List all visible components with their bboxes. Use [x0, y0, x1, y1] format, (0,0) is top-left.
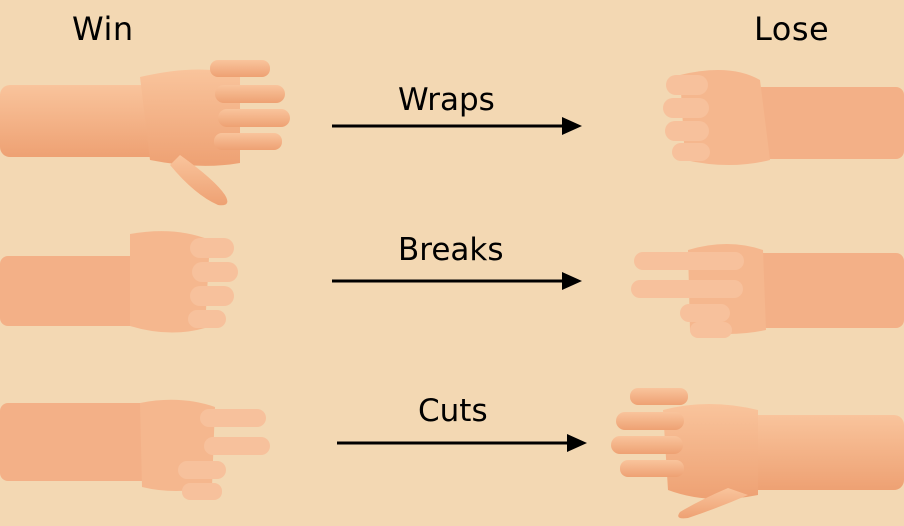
open-hand-icon [611, 388, 904, 519]
two-fingers-icon [631, 244, 904, 338]
arrow-2 [332, 272, 582, 290]
fist-icon [0, 231, 238, 333]
rule-label-cuts: Cuts [418, 393, 488, 429]
fist-icon [663, 70, 904, 165]
rule-label-wraps: Wraps [398, 82, 495, 118]
lose-heading: Lose [754, 10, 830, 48]
two-fingers-icon [0, 399, 270, 500]
rule-label-breaks: Breaks [398, 232, 504, 268]
arrow-1 [332, 117, 582, 135]
win-heading: Win [72, 10, 134, 48]
arrow-3 [337, 434, 587, 452]
open-hand-icon [0, 60, 290, 206]
